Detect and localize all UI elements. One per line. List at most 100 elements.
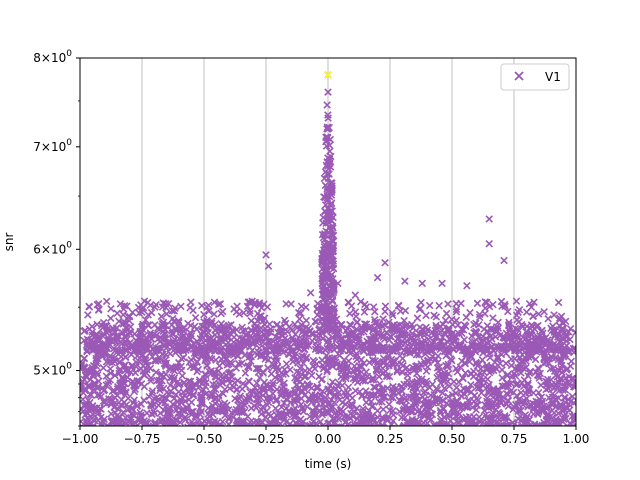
- data-point: [402, 321, 411, 330]
- data-point: [175, 318, 183, 327]
- data-point: [533, 334, 542, 343]
- data-point: [311, 392, 319, 401]
- data-point: [281, 319, 290, 328]
- data-point: [318, 279, 327, 287]
- data-point: [143, 365, 151, 374]
- data-point: [204, 301, 213, 309]
- data-point: [277, 403, 286, 411]
- data-point: [487, 420, 496, 426]
- data-point: [554, 298, 563, 307]
- data-point: [320, 174, 329, 183]
- data-point: [217, 320, 226, 328]
- data-point: [365, 324, 373, 333]
- data-point: [564, 328, 573, 336]
- data-point: [321, 271, 329, 280]
- data-point: [550, 326, 558, 334]
- data-point: [560, 343, 569, 352]
- data-point: [133, 401, 142, 410]
- data-point: [147, 402, 155, 410]
- data-point: [227, 321, 235, 329]
- data-point: [422, 377, 431, 385]
- data-point: [159, 424, 167, 426]
- data-point: [224, 406, 233, 414]
- data-point: [111, 346, 120, 354]
- data-point: [262, 346, 270, 355]
- data-point: [152, 368, 160, 376]
- data-point: [467, 381, 475, 389]
- data-point: [514, 347, 523, 355]
- data-point: [254, 423, 263, 426]
- data-point: [115, 369, 123, 378]
- data-point: [282, 360, 291, 368]
- data-point: [352, 312, 360, 320]
- data-point: [494, 318, 502, 327]
- data-point: [229, 328, 238, 336]
- data-point: [395, 407, 404, 416]
- data-point: [494, 352, 502, 361]
- data-point: [375, 372, 383, 381]
- data-point: [203, 362, 211, 370]
- data-point: [373, 273, 382, 282]
- data-point: [417, 298, 425, 307]
- data-point: [320, 363, 329, 371]
- data-point: [551, 403, 560, 411]
- data-point: [241, 326, 250, 335]
- data-point: [119, 310, 127, 319]
- data-point: [405, 425, 413, 426]
- data-point: [159, 318, 168, 327]
- data-point: [173, 346, 181, 355]
- data-point: [281, 334, 289, 343]
- data-point: [302, 316, 311, 325]
- data-point: [523, 322, 531, 331]
- data-point: [359, 347, 368, 355]
- data-point: [321, 201, 330, 209]
- data-point: [374, 422, 382, 426]
- data-point: [438, 389, 447, 397]
- data-point: [322, 272, 331, 280]
- data-point: [282, 395, 290, 403]
- data-point: [523, 331, 532, 339]
- data-point: [194, 345, 203, 354]
- data-point: [494, 385, 502, 393]
- data-point: [179, 353, 188, 362]
- data-point: [107, 304, 115, 313]
- data-point: [540, 307, 548, 316]
- data-point: [297, 309, 305, 317]
- data-point: [136, 418, 145, 426]
- data-point: [260, 340, 269, 348]
- data-point: [394, 302, 403, 310]
- data-point: [127, 342, 136, 351]
- data-point: [275, 376, 284, 385]
- data-point: [120, 301, 129, 310]
- data-point: [306, 412, 314, 421]
- data-point: [385, 347, 394, 355]
- data-point: [94, 306, 103, 314]
- data-point: [106, 376, 114, 384]
- data-point: [503, 413, 511, 422]
- data-point: [313, 404, 321, 412]
- data-point: [414, 375, 423, 383]
- data-point: [456, 363, 465, 371]
- data-point: [386, 393, 395, 402]
- data-point: [438, 333, 447, 342]
- data-point: [416, 323, 424, 332]
- data-point: [104, 380, 112, 388]
- data-point: [247, 404, 256, 412]
- data-point: [322, 262, 330, 270]
- data-point: [389, 387, 398, 396]
- data-point: [328, 179, 336, 187]
- data-point: [191, 412, 200, 421]
- data-point: [491, 333, 500, 341]
- data-point: [327, 278, 336, 286]
- data-point: [295, 315, 304, 323]
- data-point: [335, 379, 343, 387]
- data-point: [319, 295, 327, 304]
- data-point: [286, 398, 295, 407]
- data-point: [484, 421, 492, 426]
- data-point: [255, 299, 264, 307]
- data-point: [513, 380, 521, 389]
- data-point: [369, 326, 377, 335]
- data-point: [164, 415, 173, 423]
- data-point: [99, 364, 108, 372]
- data-point: [179, 406, 187, 415]
